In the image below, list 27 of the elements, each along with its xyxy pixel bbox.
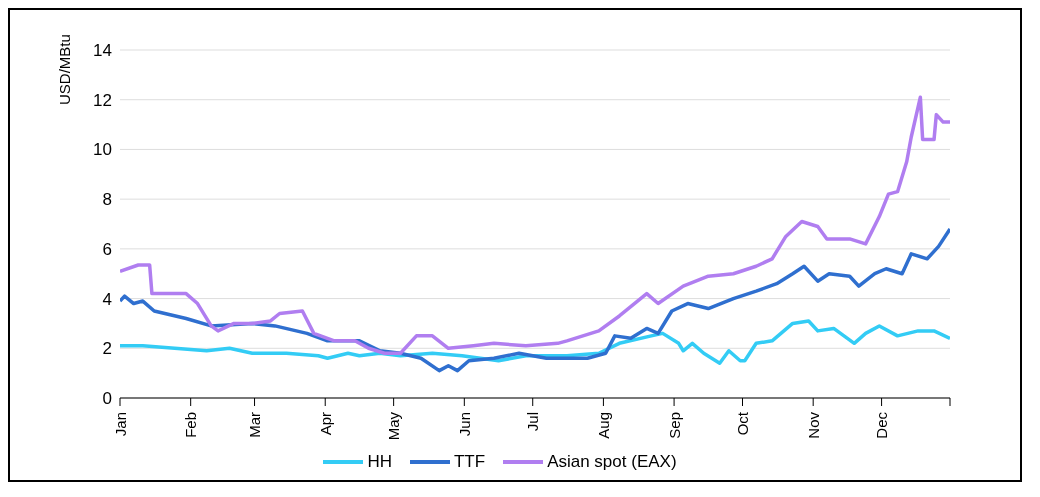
x-tick-label: Apr (316, 412, 334, 436)
y-tick-label: 6 (102, 239, 112, 259)
legend-label: HH (367, 452, 392, 472)
line-series (120, 227, 950, 373)
x-tick-label: Nov (804, 411, 822, 439)
x-tick-label: Sep (665, 412, 683, 439)
y-tick-label: 12 (93, 90, 112, 110)
x-tick-label: Feb (182, 412, 200, 438)
y-tick-label: 8 (102, 190, 112, 210)
line-series (120, 95, 950, 356)
x-tick-label: Dec (873, 411, 891, 439)
y-tick-label: 0 (102, 389, 112, 409)
line-series (120, 319, 950, 365)
x-tick-label: Jan (111, 412, 129, 437)
x-tick-label: Mar (246, 412, 264, 438)
x-tick-label: Jul (524, 412, 542, 432)
y-tick-label: 4 (102, 289, 112, 309)
x-tick-label: May (385, 411, 403, 441)
x-tick-label: Oct (734, 411, 751, 436)
legend-label: Asian spot (EAX) (547, 452, 677, 472)
y-axis-title: USD/MBtu (55, 34, 73, 105)
y-tick-label: 14 (93, 41, 112, 61)
legend-label: TTF (453, 452, 486, 472)
x-tick-label: Aug (594, 412, 612, 439)
y-tick-label: 10 (93, 140, 112, 160)
x-tick-label: Jun (455, 412, 473, 437)
y-tick-label: 2 (102, 339, 112, 359)
